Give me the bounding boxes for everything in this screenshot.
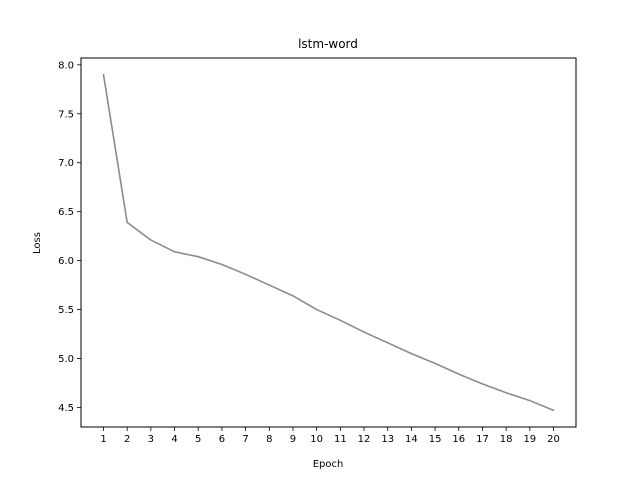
x-tick-label: 13: [381, 434, 394, 445]
y-tick-label: 8.0: [58, 60, 74, 71]
data-point: [244, 273, 247, 276]
x-axis-title: Epoch: [313, 459, 344, 470]
y-tick-label: 6.0: [58, 256, 74, 267]
data-point: [292, 295, 294, 297]
data-point: [339, 319, 342, 322]
data-point: [363, 331, 365, 333]
x-tick-label: 3: [148, 434, 154, 445]
data-point: [529, 399, 531, 402]
data-point: [386, 342, 389, 344]
data-point: [481, 383, 484, 385]
chart-title: lstm-word: [298, 37, 358, 51]
y-axis-title: Loss: [32, 232, 43, 254]
x-tick-label: 1: [100, 434, 106, 445]
x-tick-label: 7: [242, 434, 248, 445]
x-tick-label: 5: [195, 434, 201, 445]
data-point: [102, 73, 105, 76]
x-tick-label: 14: [405, 434, 418, 445]
x-tick-label: 12: [358, 434, 371, 445]
x-tick-label: 19: [523, 434, 536, 445]
data-point: [150, 239, 152, 241]
x-tick-label: 20: [547, 434, 560, 445]
data-point: [315, 308, 318, 311]
y-tick-label: 7.5: [58, 109, 74, 120]
plot-frame: [80, 57, 577, 428]
data-point: [221, 263, 223, 266]
y-axis: 4.5 5.0 5.5 6.0 6.5 7.0 7.5 8.0: [58, 60, 81, 414]
x-tick-label: 18: [500, 434, 513, 445]
y-tick-label: 7.0: [58, 158, 74, 169]
x-tick-label: 8: [266, 434, 272, 445]
x-tick-label: 4: [171, 434, 177, 445]
data-point: [197, 255, 200, 258]
data-point: [173, 250, 176, 253]
x-tick-label: 2: [124, 434, 130, 445]
data-point: [457, 373, 460, 375]
x-axis: 1 2 3 4 5 6 7 8 9 10 11 12 13 14 15 16 17 18 19 20: [100, 427, 560, 445]
x-tick-label: 17: [476, 434, 489, 445]
x-tick-label: 15: [429, 434, 442, 445]
x-tick-label: 10: [310, 434, 323, 445]
data-point: [434, 362, 436, 365]
series-layer: [102, 73, 555, 412]
data-point: [410, 352, 413, 355]
x-tick-label: 16: [452, 434, 465, 445]
plot-area: [80, 57, 577, 428]
data-point: [126, 221, 128, 224]
y-tick-label: 6.5: [58, 207, 74, 218]
data-point: [505, 391, 507, 394]
x-tick-label: 11: [334, 434, 347, 445]
x-tick-label: 6: [219, 434, 225, 445]
y-tick-label: 4.5: [58, 403, 74, 414]
series-line-0: [102, 74, 554, 412]
y-tick-label: 5.5: [58, 305, 74, 316]
data-point: [552, 409, 555, 412]
data-point: [268, 284, 271, 286]
y-tick-label: 5.0: [58, 354, 74, 365]
x-tick-label: 9: [290, 434, 296, 445]
